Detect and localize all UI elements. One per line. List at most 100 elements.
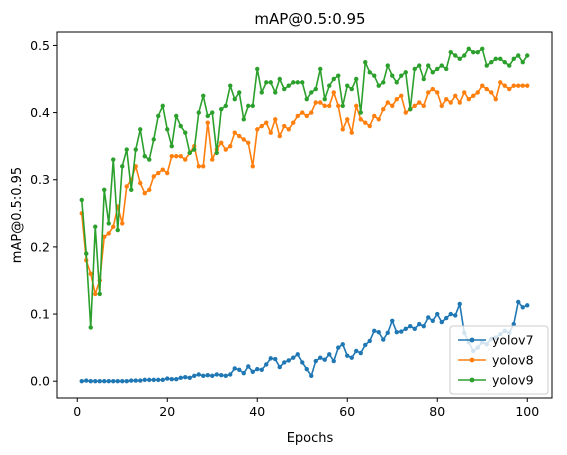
- data-point-yolov8: [502, 83, 507, 88]
- x-tick-label: 20: [159, 404, 175, 419]
- data-point-yolov8: [390, 103, 395, 109]
- data-point-yolov9: [282, 86, 287, 92]
- data-point-yolov9: [358, 110, 363, 115]
- y-tick-label: 0.3: [30, 172, 50, 187]
- x-tick-label: 100: [515, 404, 539, 419]
- data-point-yolov7: [399, 329, 404, 334]
- data-point-yolov7: [520, 305, 525, 310]
- data-point-yolov8: [291, 120, 296, 125]
- data-point-yolov8: [403, 110, 408, 115]
- data-point-yolov7: [124, 379, 129, 384]
- data-point-yolov9: [295, 80, 300, 85]
- data-point-yolov8: [358, 117, 363, 122]
- data-point-yolov7: [430, 318, 435, 323]
- data-point-yolov7: [327, 352, 332, 357]
- data-point-yolov7: [264, 362, 269, 367]
- data-point-yolov9: [277, 76, 282, 82]
- data-point-yolov8: [169, 154, 174, 159]
- data-point-yolov9: [435, 66, 440, 72]
- data-point-yolov7: [88, 379, 93, 384]
- data-point-yolov9: [484, 63, 489, 68]
- legend: yolov7 yolov8 yolov9: [449, 325, 549, 395]
- legend-label: yolov9: [492, 373, 534, 388]
- data-point-yolov9: [466, 46, 471, 51]
- data-point-yolov8: [336, 103, 341, 109]
- data-point-yolov7: [448, 311, 453, 317]
- data-point-yolov7: [363, 342, 368, 348]
- data-point-yolov9: [79, 197, 84, 203]
- data-point-yolov8: [340, 127, 345, 132]
- data-point-yolov7: [309, 373, 314, 379]
- data-point-yolov9: [102, 187, 107, 193]
- data-point-yolov7: [372, 328, 377, 334]
- data-point-yolov9: [444, 66, 449, 72]
- data-point-yolov7: [403, 326, 408, 332]
- data-point-yolov7: [354, 348, 359, 354]
- data-point-yolov7: [390, 318, 395, 323]
- data-point-yolov9: [169, 143, 174, 149]
- data-point-yolov7: [187, 375, 192, 381]
- data-point-yolov7: [111, 379, 116, 384]
- x-axis-label: Epochs: [287, 431, 334, 446]
- data-point-yolov9: [241, 117, 246, 122]
- data-point-yolov9: [259, 90, 264, 95]
- data-point-yolov7: [412, 326, 417, 332]
- data-point-yolov9: [142, 154, 147, 159]
- series-line-yolov7: [81, 301, 528, 383]
- data-point-yolov7: [106, 379, 111, 384]
- data-point-yolov7: [142, 377, 147, 383]
- data-point-yolov9: [291, 80, 296, 85]
- data-point-yolov9: [255, 66, 260, 72]
- data-point-yolov8: [471, 93, 476, 99]
- data-point-yolov7: [250, 369, 255, 375]
- data-point-yolov8: [93, 291, 98, 297]
- data-point-yolov8: [178, 154, 183, 159]
- data-point-yolov7: [120, 379, 125, 384]
- data-point-yolov8: [241, 137, 246, 142]
- data-point-yolov9: [480, 46, 485, 51]
- data-point-yolov8: [210, 157, 215, 162]
- data-point-yolov9: [183, 130, 188, 135]
- data-point-yolov9: [502, 60, 507, 65]
- data-point-yolov7: [129, 378, 134, 383]
- y-tick-label: 0.1: [30, 307, 50, 322]
- data-point-yolov9: [304, 96, 309, 102]
- data-point-yolov8: [255, 127, 260, 132]
- data-point-yolov7: [408, 323, 413, 329]
- data-point-yolov8: [313, 100, 318, 105]
- data-point-yolov8: [264, 120, 269, 125]
- data-point-yolov7: [516, 299, 521, 305]
- data-point-yolov9: [214, 150, 219, 156]
- data-point-yolov7: [133, 378, 138, 383]
- data-point-yolov9: [331, 76, 336, 82]
- data-point-yolov9: [336, 73, 341, 78]
- data-point-yolov7: [336, 345, 341, 350]
- data-point-yolov9: [394, 80, 399, 85]
- data-point-yolov7: [511, 321, 516, 327]
- data-point-yolov7: [367, 338, 372, 344]
- data-point-yolov7: [322, 357, 327, 362]
- data-point-yolov7: [453, 313, 458, 318]
- chart-title: mAP@0.5:0.95: [254, 10, 365, 28]
- data-point-yolov8: [246, 140, 251, 146]
- data-point-yolov7: [115, 379, 120, 384]
- plot-lines: [79, 46, 530, 384]
- data-point-yolov9: [349, 86, 354, 92]
- data-point-yolov7: [273, 356, 278, 362]
- data-point-yolov9: [115, 227, 120, 233]
- data-point-yolov8: [484, 86, 489, 92]
- legend-marker: [469, 357, 475, 363]
- data-point-yolov7: [169, 377, 174, 382]
- data-point-yolov9: [97, 291, 102, 297]
- data-point-yolov7: [214, 372, 219, 377]
- data-point-yolov7: [147, 377, 152, 383]
- data-point-yolov8: [219, 140, 224, 146]
- data-point-yolov7: [174, 377, 179, 382]
- data-point-yolov8: [345, 117, 350, 122]
- data-point-yolov9: [196, 110, 201, 115]
- data-point-yolov9: [210, 110, 215, 115]
- data-point-yolov9: [381, 80, 386, 85]
- legend-label: yolov7: [492, 333, 534, 348]
- data-point-yolov7: [295, 352, 300, 357]
- data-point-yolov7: [93, 379, 98, 384]
